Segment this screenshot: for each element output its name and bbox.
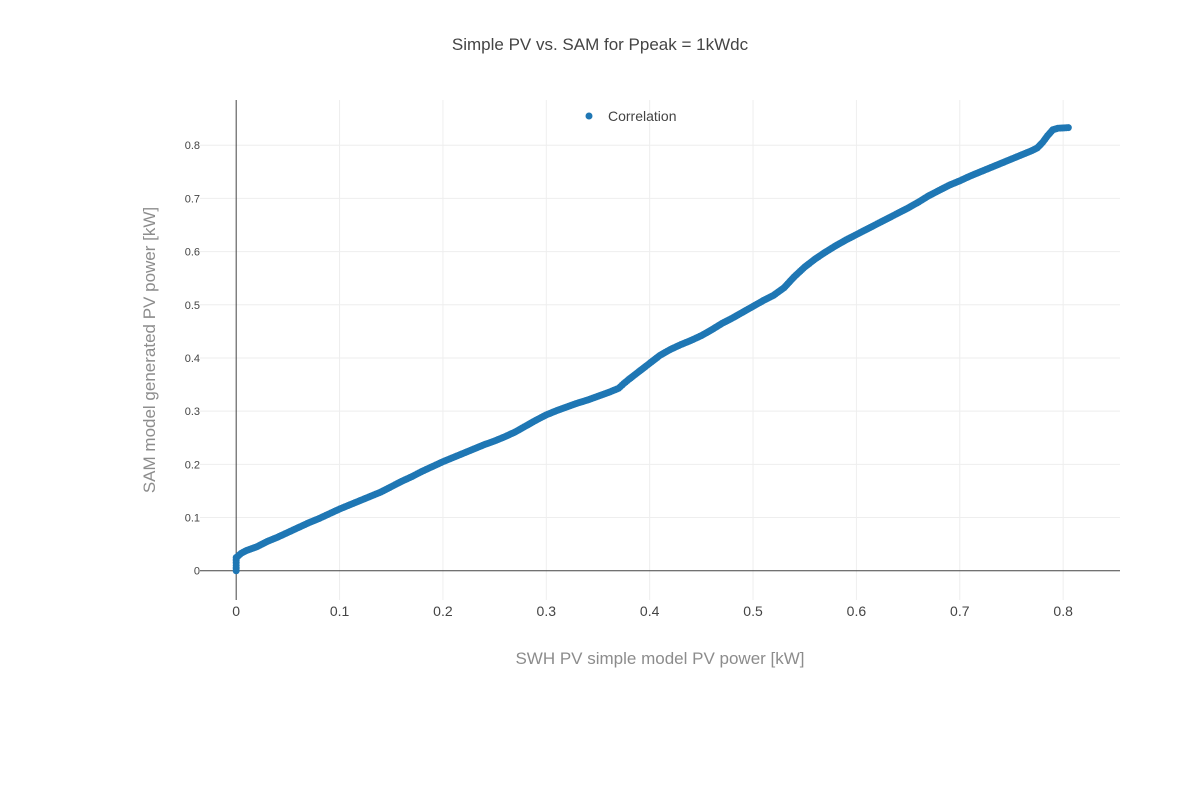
y-tick-label: 0.5 xyxy=(185,300,200,312)
y-tick-label: 0.4 xyxy=(185,353,200,365)
x-tick-label: 0.5 xyxy=(743,603,763,619)
x-tick-label: 0 xyxy=(232,603,240,619)
y-tick-label: 0.8 xyxy=(185,140,200,152)
y-tick-label: 0.7 xyxy=(185,193,200,205)
y-tick-label: 0.6 xyxy=(185,247,200,259)
x-tick-label: 0.7 xyxy=(950,603,970,619)
chart-title: Simple PV vs. SAM for Ppeak = 1kWdc xyxy=(452,35,749,54)
data-points xyxy=(232,124,1072,575)
legend-marker-correlation xyxy=(585,112,593,120)
y-tick-label: 0.1 xyxy=(185,513,200,525)
x-tick-label: 0.2 xyxy=(433,603,453,619)
x-tick-label: 0.3 xyxy=(537,603,557,619)
data-point xyxy=(1064,124,1072,132)
grid xyxy=(200,100,1120,600)
legend[interactable]: Correlation xyxy=(585,108,677,124)
axes xyxy=(200,100,1120,600)
x-tick-label: 0.8 xyxy=(1053,603,1073,619)
x-axis-title: SWH PV simple model PV power [kW] xyxy=(515,649,804,668)
y-tick-label: 0.2 xyxy=(185,459,200,471)
y-tick-label: 0.3 xyxy=(185,406,200,418)
legend-label-correlation: Correlation xyxy=(608,108,676,124)
x-tick-label: 0.6 xyxy=(847,603,867,619)
x-tick-label: 0.1 xyxy=(330,603,350,619)
x-tick-labels: 0 0.1 0.2 0.3 0.4 0.5 0.6 0.7 0.8 xyxy=(232,603,1073,619)
y-axis-title: SAM model generated PV power [kW] xyxy=(140,207,159,493)
y-tick-label: 0 xyxy=(194,566,200,578)
x-tick-label: 0.4 xyxy=(640,603,660,619)
y-tick-labels: 0 0.1 0.2 0.3 0.4 0.5 0.6 0.7 0.8 xyxy=(185,140,200,578)
